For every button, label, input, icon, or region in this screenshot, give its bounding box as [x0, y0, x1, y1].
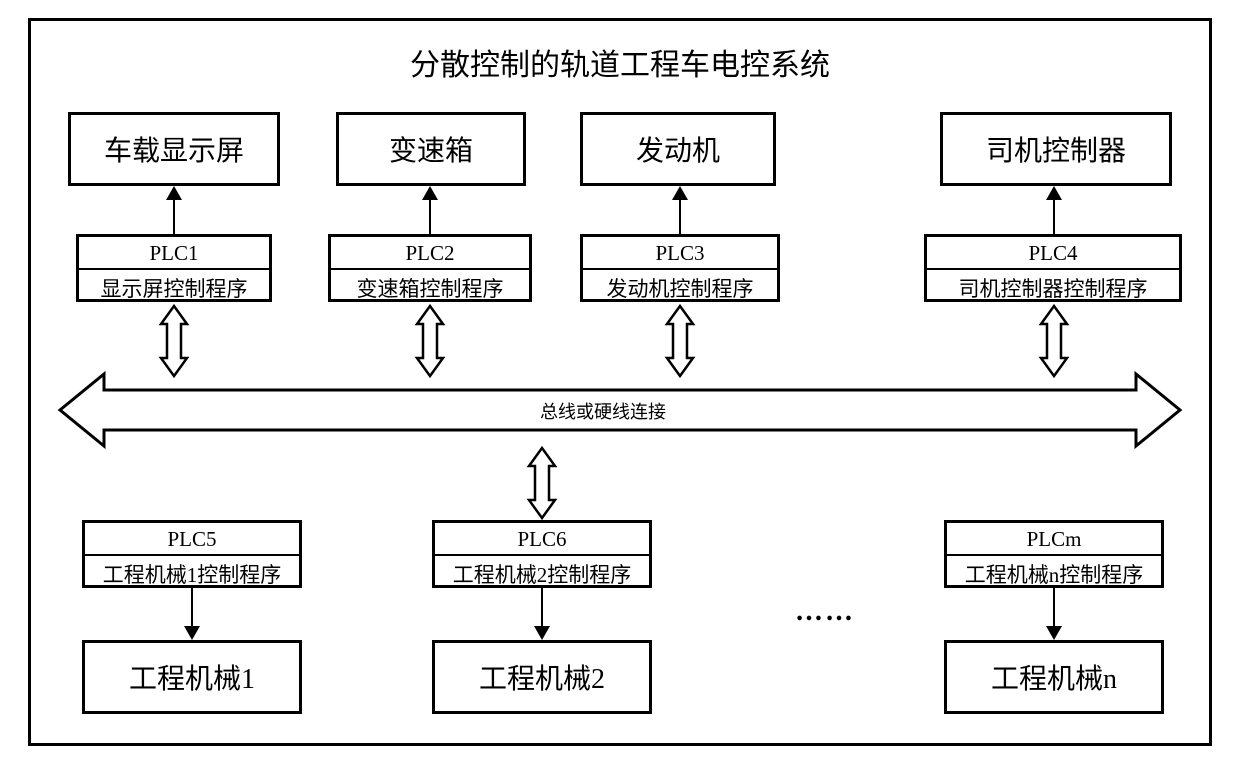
top-plc-name-1: PLC2: [331, 237, 529, 270]
top-plc-program-0: 显示屏控制程序: [79, 270, 269, 306]
top-plc-name-0: PLC1: [79, 237, 269, 270]
top-plc-1: PLC2变速箱控制程序: [328, 234, 532, 302]
bus-label: 总线或硬线连接: [540, 398, 666, 424]
bottom-device-1: 工程机械2: [432, 640, 652, 714]
bottom-plc-program-1: 工程机械2控制程序: [435, 556, 649, 592]
bottom-plc-name-2: PLCm: [947, 523, 1161, 556]
top-device-label-2: 发动机: [636, 129, 720, 169]
top-device-label-1: 变速箱: [389, 129, 473, 169]
top-device-0: 车载显示屏: [68, 112, 280, 186]
bottom-plc-program-2: 工程机械n控制程序: [947, 556, 1161, 592]
top-plc-3: PLC4司机控制器控制程序: [924, 234, 1182, 302]
top-device-label-3: 司机控制器: [986, 129, 1126, 169]
top-device-1: 变速箱: [336, 112, 526, 186]
bottom-plc-name-0: PLC5: [85, 523, 299, 556]
bottom-device-label-1: 工程机械2: [479, 657, 605, 697]
top-device-3: 司机控制器: [940, 112, 1172, 186]
top-device-label-0: 车载显示屏: [104, 129, 244, 169]
top-plc-program-2: 发动机控制程序: [583, 270, 777, 306]
ellipsis-dots: ……: [795, 596, 855, 628]
bottom-plc-name-1: PLC6: [435, 523, 649, 556]
top-plc-name-2: PLC3: [583, 237, 777, 270]
bottom-plc-program-0: 工程机械1控制程序: [85, 556, 299, 592]
top-device-2: 发动机: [580, 112, 776, 186]
diagram-title: 分散控制的轨道工程车电控系统: [0, 40, 1240, 84]
top-plc-program-1: 变速箱控制程序: [331, 270, 529, 306]
bottom-device-label-2: 工程机械n: [991, 657, 1117, 697]
top-plc-program-3: 司机控制器控制程序: [927, 270, 1179, 306]
bottom-device-label-0: 工程机械1: [129, 657, 255, 697]
top-plc-2: PLC3发动机控制程序: [580, 234, 780, 302]
bottom-device-2: 工程机械n: [944, 640, 1164, 714]
bottom-plc-0: PLC5工程机械1控制程序: [82, 520, 302, 588]
bottom-plc-2: PLCm工程机械n控制程序: [944, 520, 1164, 588]
top-plc-name-3: PLC4: [927, 237, 1179, 270]
bottom-device-0: 工程机械1: [82, 640, 302, 714]
bottom-plc-1: PLC6工程机械2控制程序: [432, 520, 652, 588]
top-plc-0: PLC1显示屏控制程序: [76, 234, 272, 302]
